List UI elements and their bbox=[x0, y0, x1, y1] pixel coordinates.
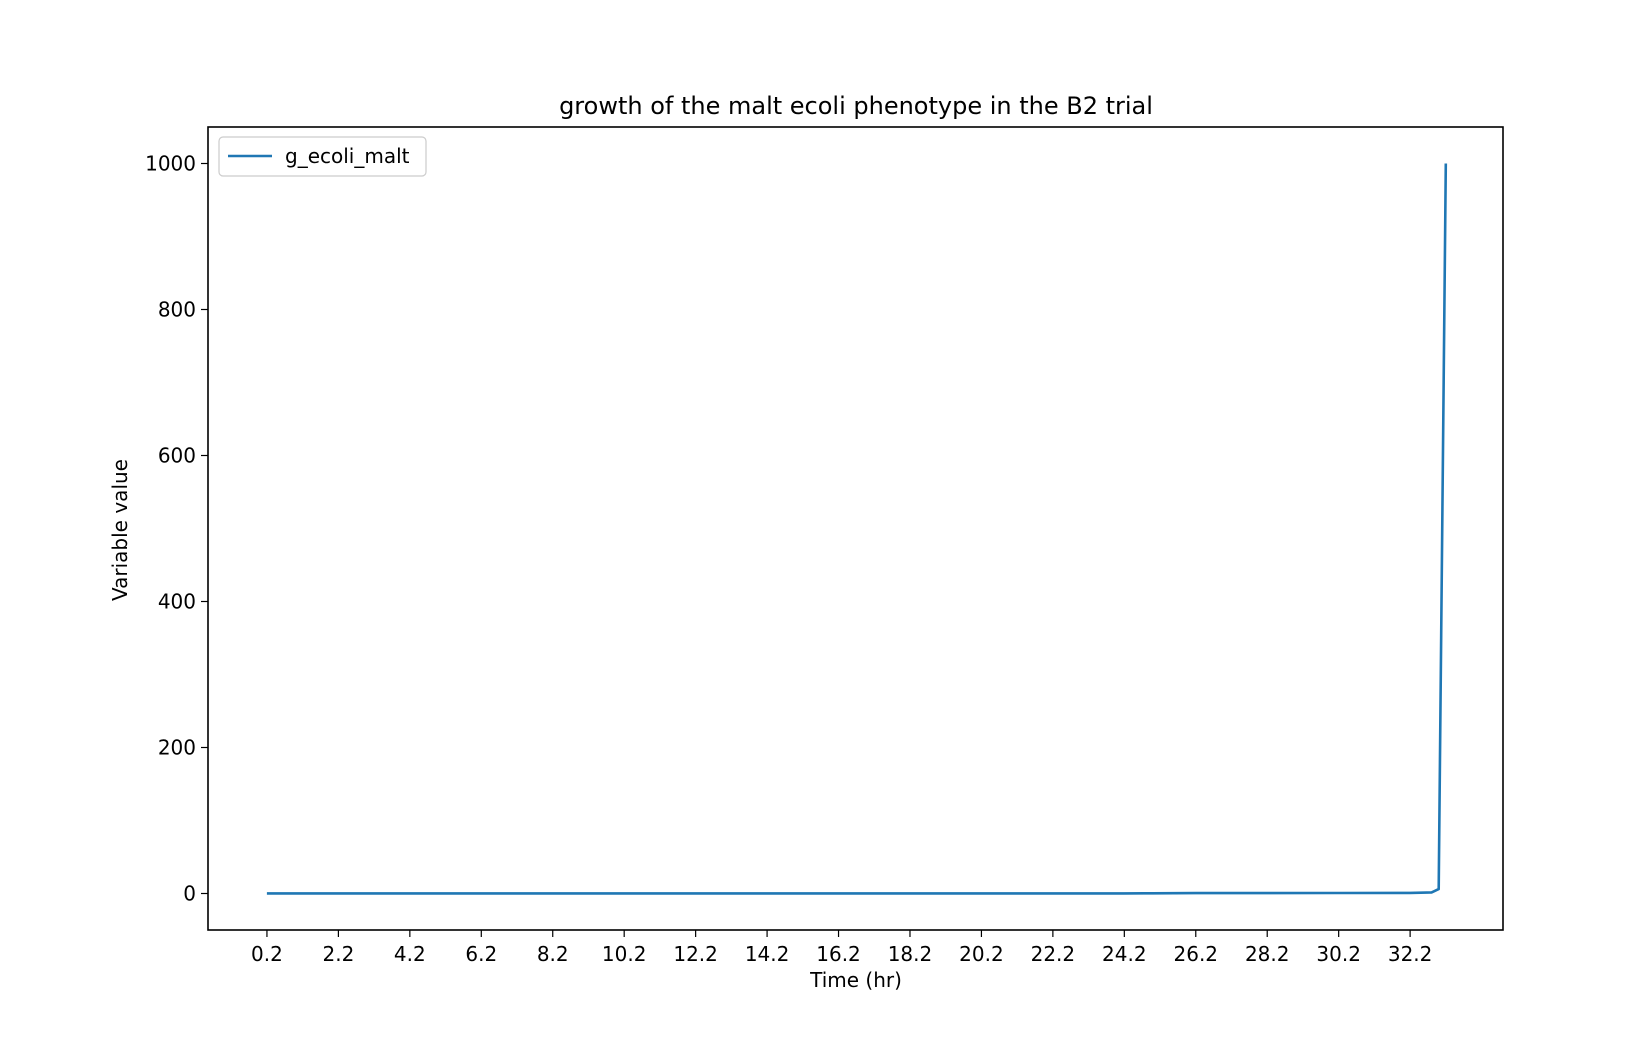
x-tick-label: 22.2 bbox=[1031, 942, 1076, 966]
legend-label: g_ecoli_malt bbox=[285, 144, 410, 168]
x-tick-label: 18.2 bbox=[888, 942, 933, 966]
x-tick-label: 4.2 bbox=[394, 942, 426, 966]
x-tick-label: 28.2 bbox=[1245, 942, 1290, 966]
x-tick-label: 16.2 bbox=[816, 942, 861, 966]
plot-area bbox=[207, 126, 1504, 931]
x-tick-label: 6.2 bbox=[465, 942, 497, 966]
x-tick-label: 0.2 bbox=[251, 942, 283, 966]
series-layer bbox=[266, 163, 1448, 895]
x-axis: 0.2 2.2 4.2 6.2 8.2 10.2 12.2 14.2 16.2 18.2 20.2 2… bbox=[251, 930, 1432, 966]
x-tick-label: 10.2 bbox=[602, 942, 647, 966]
y-axis-title: Variable value bbox=[108, 459, 132, 601]
y-tick-label: 400 bbox=[158, 590, 196, 614]
y-tick-label: 600 bbox=[158, 444, 196, 468]
y-axis: 0 200 400 600 800 1000 bbox=[145, 152, 208, 906]
x-tick-label: 12.2 bbox=[673, 942, 718, 966]
x-axis-title: Time (hr) bbox=[809, 968, 902, 992]
plot-frame bbox=[207, 126, 1504, 931]
x-tick-label: 2.2 bbox=[322, 942, 354, 966]
y-tick-label: 800 bbox=[158, 298, 196, 322]
x-tick-label: 20.2 bbox=[959, 942, 1004, 966]
y-tick-label: 1000 bbox=[145, 152, 196, 176]
x-tick-label: 30.2 bbox=[1316, 942, 1361, 966]
series-line-g_ecoli_malt bbox=[266, 163, 1448, 895]
x-tick-label: 26.2 bbox=[1174, 942, 1219, 966]
chart-title: growth of the malt ecoli phenotype in th… bbox=[559, 92, 1153, 120]
x-tick-label: 24.2 bbox=[1102, 942, 1147, 966]
legend: g_ecoli_malt bbox=[218, 136, 427, 177]
x-tick-label: 8.2 bbox=[537, 942, 569, 966]
x-tick-label: 32.2 bbox=[1388, 942, 1433, 966]
y-tick-label: 0 bbox=[183, 882, 196, 906]
x-tick-label: 14.2 bbox=[745, 942, 790, 966]
legend-box bbox=[218, 136, 427, 177]
y-tick-label: 200 bbox=[158, 736, 196, 760]
